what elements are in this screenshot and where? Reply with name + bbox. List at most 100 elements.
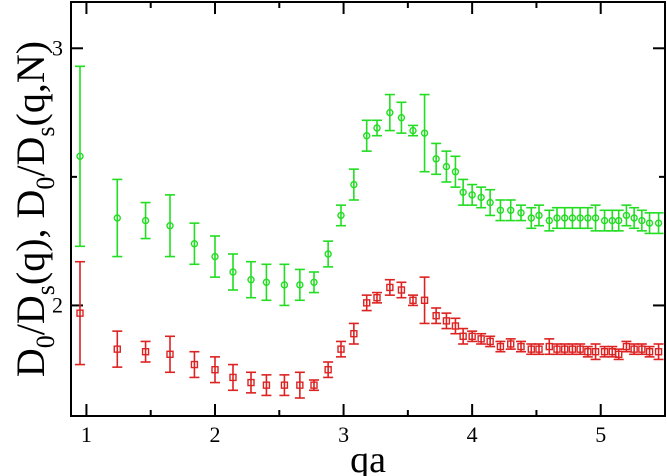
data-point bbox=[397, 286, 406, 294]
error-bar bbox=[348, 168, 359, 201]
error-bar bbox=[228, 253, 238, 291]
data-point bbox=[451, 322, 460, 330]
data-point bbox=[486, 337, 494, 346]
data-point bbox=[527, 214, 535, 222]
error-bar bbox=[396, 281, 407, 299]
axis-ticks: 1 2 3 4 5 2 3 bbox=[52, 2, 665, 447]
data-point bbox=[337, 345, 345, 353]
error-bar bbox=[441, 312, 452, 330]
error-bar bbox=[189, 222, 200, 266]
data-point bbox=[310, 278, 318, 286]
error-bar bbox=[189, 350, 200, 379]
data-point bbox=[468, 191, 476, 199]
series-1 bbox=[75, 260, 664, 399]
data-point bbox=[409, 126, 417, 135]
error-bar bbox=[210, 235, 220, 278]
y-tick-label: 3 bbox=[52, 35, 63, 60]
error-bar bbox=[112, 330, 123, 368]
y-label-subscript: 0 bbox=[31, 177, 60, 190]
error-bar bbox=[534, 204, 544, 227]
error-bar bbox=[396, 101, 407, 134]
data-point bbox=[76, 152, 84, 160]
error-bar bbox=[441, 150, 452, 183]
data-point bbox=[545, 342, 553, 351]
data-point bbox=[432, 155, 440, 163]
data-point bbox=[229, 373, 237, 382]
data-point bbox=[166, 222, 174, 230]
data-point bbox=[459, 188, 467, 196]
data-point bbox=[545, 216, 553, 225]
error-bar bbox=[636, 209, 647, 232]
data-point bbox=[386, 108, 394, 117]
error-bar bbox=[112, 178, 123, 258]
y-tick-label: 2 bbox=[52, 292, 63, 317]
data-point bbox=[190, 240, 199, 248]
data-point bbox=[247, 378, 255, 387]
x-tick-label: 4 bbox=[467, 422, 478, 447]
error-bar bbox=[419, 93, 430, 173]
data-point bbox=[373, 124, 381, 132]
x-axis-label: qa bbox=[350, 439, 386, 476]
data-point bbox=[141, 216, 150, 225]
error-bar bbox=[323, 240, 334, 268]
data-point bbox=[561, 345, 569, 353]
y-label-part: (q), D bbox=[8, 190, 53, 286]
data-point bbox=[397, 114, 406, 122]
y-label-part: /D bbox=[8, 295, 53, 335]
error-bar bbox=[582, 206, 593, 230]
error-bar bbox=[361, 294, 372, 312]
data-point bbox=[477, 193, 485, 202]
data-point bbox=[113, 214, 121, 222]
error-bar bbox=[279, 374, 290, 397]
error-bar bbox=[140, 340, 151, 363]
error-bar bbox=[384, 278, 395, 296]
error-bar bbox=[75, 65, 85, 248]
error-bar bbox=[261, 263, 272, 302]
error-bar bbox=[246, 260, 256, 299]
data-point bbox=[373, 294, 381, 302]
data-point bbox=[76, 309, 84, 317]
data-point bbox=[600, 348, 609, 356]
data-point bbox=[409, 296, 417, 304]
data-point bbox=[622, 342, 631, 351]
data-point bbox=[584, 348, 592, 356]
data-point bbox=[527, 345, 535, 353]
x-tick-label: 3 bbox=[338, 422, 349, 447]
data-point bbox=[496, 206, 505, 214]
error-bar bbox=[505, 199, 516, 222]
error-bar bbox=[279, 263, 290, 307]
data-point bbox=[591, 348, 600, 356]
data-point bbox=[517, 209, 525, 217]
error-bar bbox=[210, 356, 220, 384]
data-point bbox=[645, 348, 654, 356]
y-label-part: (q,N) bbox=[8, 41, 53, 127]
error-bar bbox=[431, 307, 442, 325]
data-point bbox=[568, 214, 577, 222]
data-point bbox=[600, 216, 609, 225]
data-point bbox=[262, 278, 271, 286]
error-bar bbox=[372, 119, 382, 137]
data-series bbox=[75, 65, 664, 399]
error-bar bbox=[228, 363, 238, 392]
data-point bbox=[638, 216, 646, 225]
data-point bbox=[630, 214, 638, 222]
y-label-subscript: 0 bbox=[31, 335, 60, 348]
data-point bbox=[654, 348, 663, 356]
data-point bbox=[420, 296, 429, 304]
data-point bbox=[296, 381, 304, 389]
data-point bbox=[576, 345, 584, 353]
error-bar bbox=[323, 361, 334, 379]
data-point bbox=[280, 281, 289, 289]
data-point bbox=[337, 211, 345, 220]
error-bar bbox=[644, 212, 655, 235]
data-point bbox=[451, 168, 460, 176]
data-point bbox=[247, 276, 255, 284]
error-bar bbox=[621, 204, 632, 227]
data-point bbox=[211, 252, 219, 261]
y-label-part: D bbox=[8, 348, 53, 377]
error-bar bbox=[526, 206, 537, 230]
data-point bbox=[615, 350, 623, 358]
error-bar bbox=[361, 119, 372, 152]
error-bar bbox=[431, 142, 442, 176]
